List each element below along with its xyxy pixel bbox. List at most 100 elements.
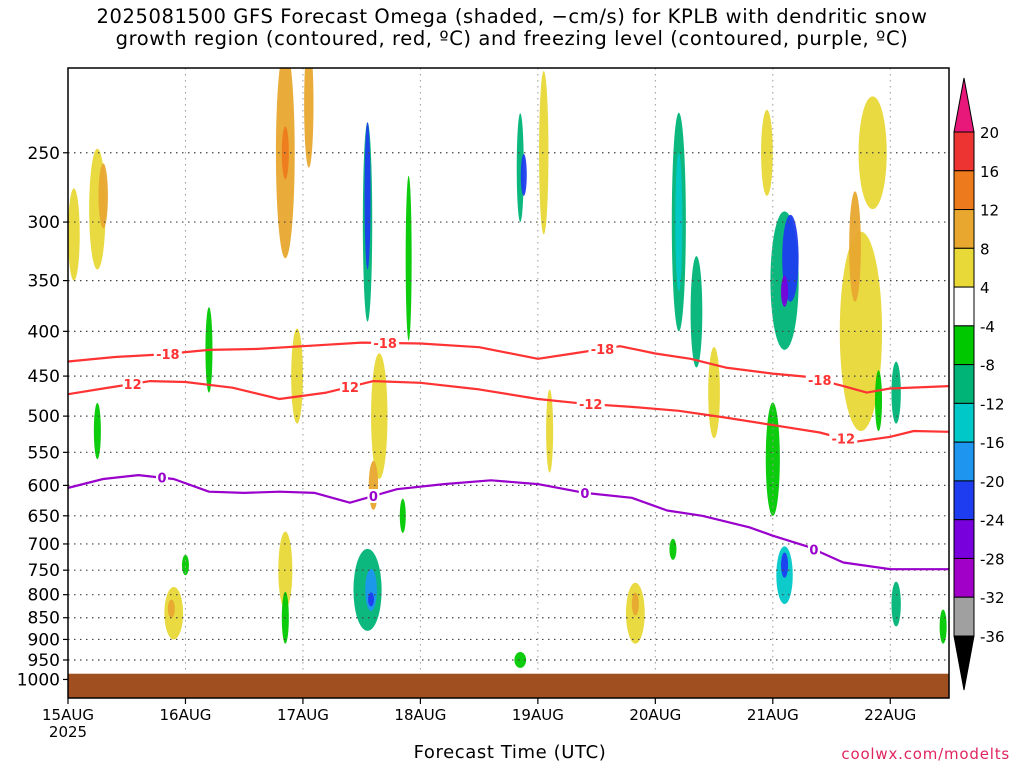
contour-label-bg bbox=[807, 542, 820, 557]
x-tick-label: 22AUG bbox=[864, 706, 916, 724]
contour-label-bg bbox=[122, 376, 143, 391]
omega-cell bbox=[514, 652, 527, 668]
y-tick-label: 450 bbox=[28, 367, 60, 387]
colorbar-label: -4 bbox=[980, 318, 995, 336]
omega-cell bbox=[304, 68, 314, 168]
site-credit[interactable]: coolwx.com/modelts bbox=[841, 745, 1010, 763]
omega-cell bbox=[181, 554, 189, 576]
omega-cell bbox=[708, 346, 720, 439]
contour-label: 0 bbox=[809, 543, 818, 558]
contour-label: -18 bbox=[156, 348, 180, 363]
y-tick-label: 600 bbox=[28, 476, 60, 496]
colorbar-label: 8 bbox=[980, 240, 990, 258]
x-tick-sublabel: 2025 bbox=[49, 723, 87, 741]
y-tick-label: 900 bbox=[28, 630, 60, 650]
omega-cell bbox=[516, 113, 524, 223]
colorbar-swatch bbox=[953, 557, 975, 598]
omega-cell bbox=[690, 256, 703, 368]
y-tick-label: 950 bbox=[28, 651, 60, 671]
contour-label: 12 bbox=[124, 378, 142, 393]
y-tick-label: 850 bbox=[28, 609, 60, 629]
y-tick-label: 800 bbox=[28, 586, 60, 606]
contour-line-0 bbox=[68, 474, 949, 571]
omega-cell bbox=[539, 71, 549, 235]
x-tick-label: 17AUG bbox=[277, 706, 329, 724]
contour-label: -18 bbox=[591, 343, 615, 358]
x-tick-label: 16AUG bbox=[159, 706, 211, 724]
omega-cell bbox=[368, 592, 375, 607]
colorbar-bottom-arrow bbox=[953, 635, 975, 691]
chart-title-line-1: 2025081500 GFS Forecast Omega (shaded, −… bbox=[96, 5, 928, 28]
contour-label-bg bbox=[805, 373, 834, 388]
plot-frame bbox=[67, 67, 950, 699]
colorbar-label: -16 bbox=[980, 434, 1005, 452]
colorbar-swatch bbox=[953, 519, 975, 559]
colorbar-label: -20 bbox=[980, 473, 1005, 491]
omega-cell bbox=[675, 152, 683, 292]
contour-label: 0 bbox=[369, 490, 378, 505]
y-axis: 2503003504004505005506006507007508008509… bbox=[17, 144, 68, 690]
colorbar-swatch bbox=[953, 170, 975, 211]
contour-label: 0 bbox=[580, 487, 589, 502]
ground-surface bbox=[68, 673, 949, 698]
chart-title-line-2: growth region (contoured, red, ºC) and f… bbox=[115, 27, 909, 50]
x-axis-label: Forecast Time (UTC) bbox=[413, 742, 607, 763]
omega-cell bbox=[781, 552, 789, 578]
omega-cell bbox=[520, 153, 527, 196]
x-tick-label: 18AUG bbox=[394, 706, 446, 724]
colorbar-label: 16 bbox=[980, 163, 999, 181]
colorbar-swatch bbox=[953, 209, 975, 249]
colorbar-label: -36 bbox=[980, 628, 1005, 646]
omega-cell bbox=[68, 188, 80, 281]
y-tick-label: 750 bbox=[28, 561, 60, 581]
colorbar-swatch bbox=[953, 131, 975, 172]
y-tick-label: 550 bbox=[28, 443, 60, 463]
contour-label-bg bbox=[578, 485, 591, 500]
omega-cell bbox=[631, 592, 639, 616]
colorbar-swatch bbox=[953, 441, 975, 482]
contour-label: 12 bbox=[341, 381, 359, 396]
colorbar-label: -32 bbox=[980, 589, 1005, 607]
omega-cell bbox=[546, 389, 554, 473]
contour-label: 0 bbox=[157, 472, 166, 487]
colorbar-swatch bbox=[953, 247, 975, 288]
colorbar-label: -28 bbox=[980, 550, 1005, 568]
x-tick-label: 21AUG bbox=[747, 706, 799, 724]
colorbar-swatch bbox=[953, 480, 975, 521]
omega-cell bbox=[891, 361, 901, 424]
contour-label-bg bbox=[588, 341, 617, 356]
omega-cell bbox=[371, 353, 388, 480]
contour-label: -18 bbox=[808, 374, 832, 389]
colorbar-swatch bbox=[953, 286, 975, 327]
omega-cell bbox=[98, 163, 108, 229]
contour-label-bg bbox=[367, 489, 380, 504]
colorbar-label: 4 bbox=[980, 279, 990, 297]
colorbar-swatch bbox=[953, 364, 975, 404]
x-tick-label: 15AUG bbox=[42, 706, 94, 724]
colorbar-swatch bbox=[953, 596, 975, 637]
omega-cell bbox=[891, 581, 901, 627]
x-tick-label: 20AUG bbox=[629, 706, 681, 724]
omega-shading-layer bbox=[68, 68, 947, 668]
colorbar-label: 20 bbox=[980, 124, 999, 142]
omega-cell bbox=[781, 275, 789, 307]
y-tick-label: 500 bbox=[28, 407, 60, 427]
omega-cell bbox=[669, 538, 677, 560]
omega-cell bbox=[93, 402, 101, 460]
y-tick-label: 650 bbox=[28, 507, 60, 527]
omega-cell bbox=[399, 498, 406, 533]
contour-layer: -18 -18 -18 -18 12 12 -12 -12 0 0 0 0 bbox=[68, 335, 949, 571]
contour-label: -18 bbox=[373, 337, 397, 352]
y-tick-label: 400 bbox=[28, 322, 60, 342]
contour-label: -12 bbox=[832, 433, 856, 448]
colorbar-swatch bbox=[953, 402, 975, 443]
colorbar-label: -24 bbox=[980, 512, 1005, 530]
contour-label-bg bbox=[153, 346, 182, 361]
y-tick-label: 250 bbox=[28, 144, 60, 164]
y-tick-label: 700 bbox=[28, 535, 60, 555]
contour-label-bg bbox=[576, 397, 605, 412]
y-tick-label: 350 bbox=[28, 272, 60, 292]
omega-cell bbox=[939, 609, 947, 644]
